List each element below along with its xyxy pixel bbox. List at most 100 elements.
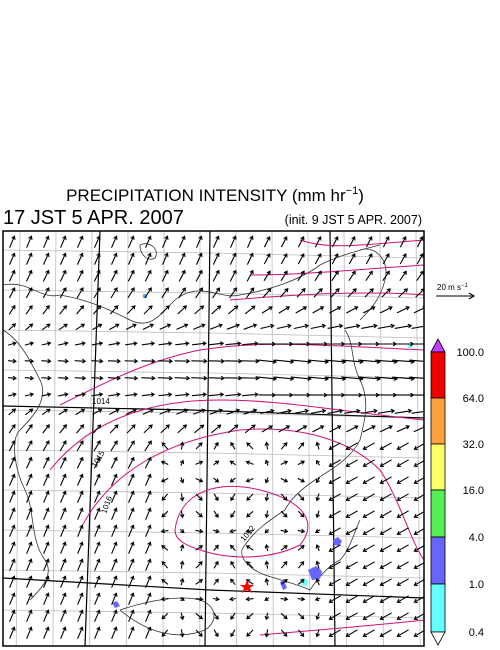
wind-arrow	[91, 358, 104, 364]
wind-arrow	[60, 575, 67, 588]
wind-arrow	[399, 270, 407, 282]
wind-arrow	[179, 577, 185, 586]
wind-arrow	[161, 235, 169, 248]
wind-arrow	[191, 358, 208, 364]
grid-line	[52, 231, 57, 646]
wind-arrow	[245, 287, 255, 299]
wind-arrow	[398, 288, 409, 298]
title-exponent: −1	[346, 185, 359, 197]
wind-arrow	[179, 493, 185, 502]
wind-arrow	[345, 612, 358, 620]
wind-arrow	[213, 528, 220, 534]
wind-arrow	[92, 408, 103, 415]
wind-arrow	[396, 578, 409, 586]
wind-arrow	[43, 575, 50, 588]
wind-arrow	[42, 304, 50, 315]
wind-arrow	[26, 269, 33, 282]
wind-arrow	[396, 561, 409, 569]
wind-arrow	[77, 592, 84, 605]
wind-arrow	[245, 545, 254, 551]
wind-arrow	[225, 392, 242, 397]
wind-arrow	[379, 476, 392, 484]
wind-arrow	[399, 235, 407, 248]
wind-arrow	[230, 510, 236, 518]
wind-arrow	[213, 460, 220, 466]
wind-arrow	[58, 358, 69, 364]
wind-arrow	[144, 252, 152, 265]
wind-arrow	[8, 304, 16, 315]
wind-arrow	[9, 269, 16, 282]
wind-arrow	[110, 473, 118, 486]
wind-arrow	[9, 490, 16, 503]
wind-arrow	[158, 341, 173, 346]
wind-arrow	[161, 612, 169, 620]
wind-arrow	[280, 477, 289, 483]
wind-arrow	[191, 375, 208, 381]
wind-arrow	[396, 493, 409, 501]
wind-arrow	[365, 270, 373, 282]
wind-arrow	[125, 408, 137, 415]
wind-arrow	[43, 490, 50, 503]
wind-arrow	[110, 440, 118, 452]
wind-arrow	[229, 287, 238, 299]
wind-arrow	[179, 528, 185, 534]
wind-arrow	[362, 442, 375, 450]
wind-arrow	[229, 235, 237, 248]
wind-arrow	[60, 609, 67, 622]
wind-arrow	[26, 592, 33, 605]
wind-arrow	[94, 558, 101, 571]
wind-arrow	[76, 473, 84, 486]
wind-arrow	[416, 235, 424, 248]
wind-arrow	[345, 595, 358, 603]
wind-arrow	[246, 252, 254, 265]
wind-arrow	[60, 558, 67, 571]
wind-arrow	[227, 424, 239, 434]
wind-arrow	[195, 561, 203, 569]
wind-arrow	[43, 235, 50, 248]
wind-arrow	[213, 477, 220, 483]
wind-arrow	[110, 490, 118, 503]
wind-arrow	[192, 341, 207, 346]
wind-arrow	[408, 359, 424, 362]
wind-arrow	[379, 544, 392, 552]
wind-arrow	[230, 578, 236, 586]
wind-arrow	[179, 510, 185, 519]
grid-line	[343, 231, 348, 646]
wind-arrow	[280, 560, 288, 569]
wind-arrow	[409, 343, 424, 345]
wind-arrow	[178, 287, 186, 299]
wind-arrow	[328, 544, 341, 552]
wind-arrow	[110, 269, 118, 282]
wind-arrow	[160, 305, 170, 315]
grid-line	[125, 231, 129, 646]
wind-arrow	[126, 305, 136, 315]
wind-arrow	[396, 612, 409, 620]
wind-arrow	[75, 408, 86, 416]
wind-arrow	[74, 375, 87, 381]
wind-arrow	[244, 424, 256, 434]
wind-arrow	[362, 595, 375, 603]
wind-arrow	[111, 524, 118, 537]
wind-arrow	[160, 596, 169, 602]
wind-arrow	[394, 323, 413, 329]
wind-arrow	[280, 596, 289, 602]
wind-arrow	[110, 252, 118, 265]
major-graticule	[3, 231, 424, 646]
wind-arrow	[179, 459, 185, 466]
vector-scale-exponent: −1	[461, 283, 469, 289]
wind-arrow	[195, 442, 203, 450]
wind-arrow	[280, 493, 288, 501]
wind-arrow	[275, 392, 294, 398]
wind-arrow	[362, 459, 375, 467]
wind-arrow	[379, 595, 392, 603]
wind-arrow	[213, 560, 219, 569]
wind-arrow	[315, 629, 320, 638]
wind-arrow	[297, 253, 305, 265]
wind-arrow	[396, 510, 409, 518]
wind-arrow	[297, 235, 305, 248]
wind-arrow	[178, 235, 186, 248]
wind-arrow	[297, 477, 306, 483]
wind-arrow	[327, 323, 344, 329]
wind-arrow	[142, 323, 155, 330]
